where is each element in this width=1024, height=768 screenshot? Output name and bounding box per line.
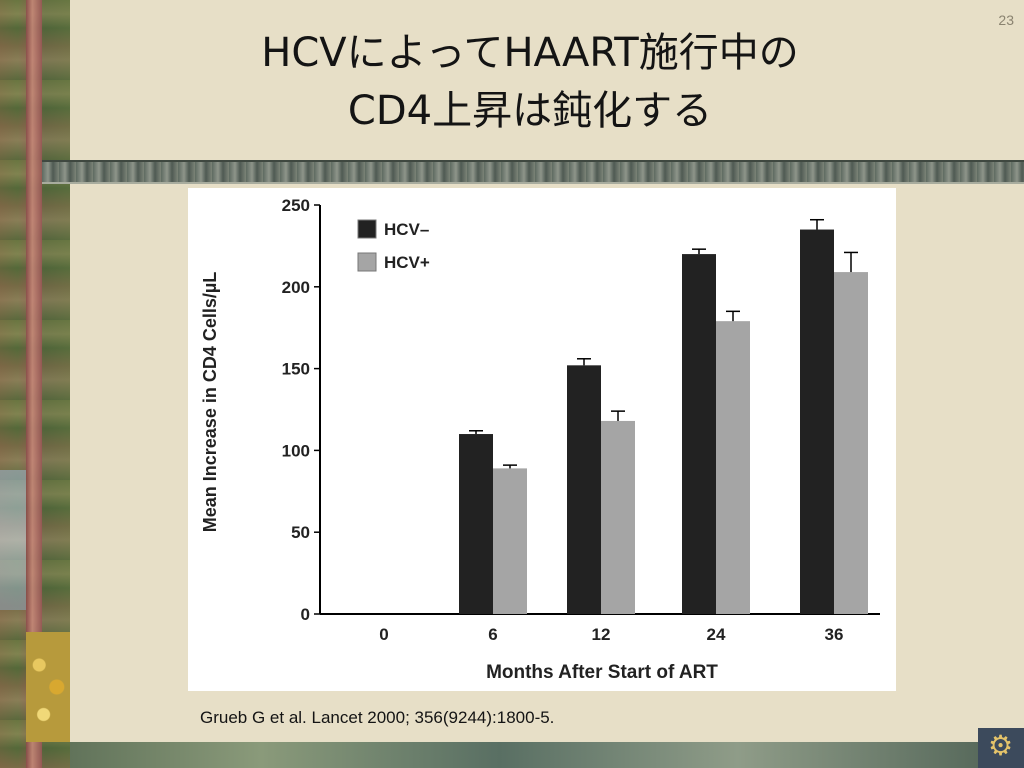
slide-title: HCVによってHAART施行中の CD4上昇は鈍化する [120, 24, 940, 140]
citation: Grueb G et al. Lancet 2000; 356(9244):18… [200, 708, 555, 727]
legend-swatch-hcv-neg [357, 219, 377, 239]
gear-icon: ⚙ [988, 730, 1014, 761]
bar-chart: 0 50 100 150 200 250 0 6 12 24 36 Months After Star… [200, 196, 880, 683]
legend-label-hcv-neg: HCV– [384, 220, 429, 239]
bar-hcv-neg-24 [682, 254, 716, 614]
bar-hcv-pos-24 [716, 321, 750, 614]
y-tick-label: 0 [301, 605, 310, 624]
x-tick-label: 6 [488, 625, 497, 644]
left-decorative-strip [0, 0, 70, 768]
page-number: 23 [998, 12, 1014, 28]
autumn-leaves-decoration [26, 632, 70, 742]
y-tick-label: 50 [291, 523, 310, 542]
y-tick-label: 150 [282, 360, 310, 379]
corner-gear-box: ⚙ [978, 728, 1024, 768]
x-tick-label: 36 [825, 625, 844, 644]
chart-panel: 0 50 100 150 200 250 0 6 12 24 36 Months After Star… [188, 188, 896, 691]
x-axis-title: Months After Start of ART [486, 662, 718, 683]
x-tick-label: 0 [379, 625, 388, 644]
bar-hcv-pos-12 [601, 420, 635, 614]
x-tick-label: 12 [592, 625, 611, 644]
tree-trunk-decoration [26, 0, 42, 768]
y-tick-label: 100 [282, 441, 310, 460]
legend-label-hcv-pos: HCV+ [384, 253, 430, 272]
slide-title-line2: CD4上昇は鈍化する [347, 88, 713, 134]
bar-hcv-neg-36 [800, 229, 834, 614]
slide-title-line1: HCVによってHAART施行中の [261, 30, 799, 76]
y-tick-label: 200 [282, 278, 310, 297]
water-decoration [0, 470, 26, 610]
stone-band-divider [42, 160, 1024, 184]
x-tick-label: 24 [707, 625, 726, 644]
y-axis-title: Mean Increase in CD4 Cells/µL [200, 272, 220, 532]
y-tick-label: 250 [282, 196, 310, 215]
bar-hcv-pos-36 [834, 272, 868, 614]
bar-hcv-neg-12 [567, 365, 601, 614]
legend-swatch-hcv-pos [357, 252, 377, 272]
bottom-decorative-strip [70, 742, 1024, 768]
bar-hcv-neg-6 [459, 434, 493, 614]
bar-hcv-pos-6 [493, 468, 527, 614]
